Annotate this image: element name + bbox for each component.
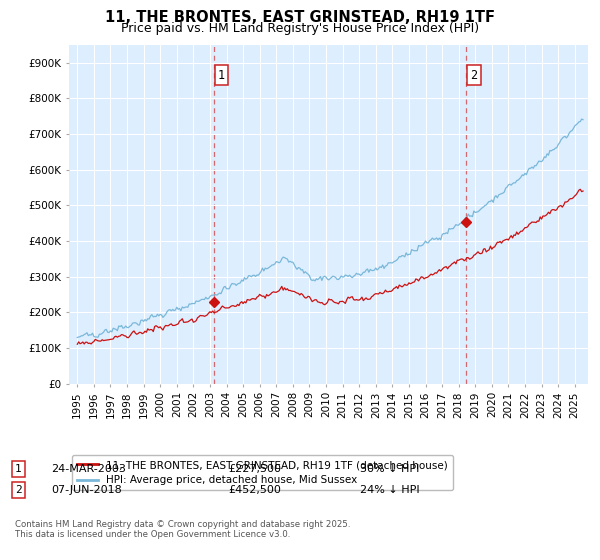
Text: 2: 2 <box>15 485 22 495</box>
Legend: 11, THE BRONTES, EAST GRINSTEAD, RH19 1TF (detached house), HPI: Average price, : 11, THE BRONTES, EAST GRINSTEAD, RH19 1T… <box>71 455 453 491</box>
Text: 24% ↓ HPI: 24% ↓ HPI <box>360 485 419 495</box>
Text: £227,500: £227,500 <box>228 464 281 474</box>
Text: 1: 1 <box>218 69 225 82</box>
Text: Contains HM Land Registry data © Crown copyright and database right 2025.
This d: Contains HM Land Registry data © Crown c… <box>15 520 350 539</box>
Text: 1: 1 <box>15 464 22 474</box>
Text: 24-MAR-2003: 24-MAR-2003 <box>51 464 126 474</box>
Text: 11, THE BRONTES, EAST GRINSTEAD, RH19 1TF: 11, THE BRONTES, EAST GRINSTEAD, RH19 1T… <box>105 10 495 25</box>
Text: 07-JUN-2018: 07-JUN-2018 <box>51 485 122 495</box>
Text: Price paid vs. HM Land Registry's House Price Index (HPI): Price paid vs. HM Land Registry's House … <box>121 22 479 35</box>
Text: 30% ↓ HPI: 30% ↓ HPI <box>360 464 419 474</box>
Text: 2: 2 <box>470 69 477 82</box>
Text: £452,500: £452,500 <box>228 485 281 495</box>
